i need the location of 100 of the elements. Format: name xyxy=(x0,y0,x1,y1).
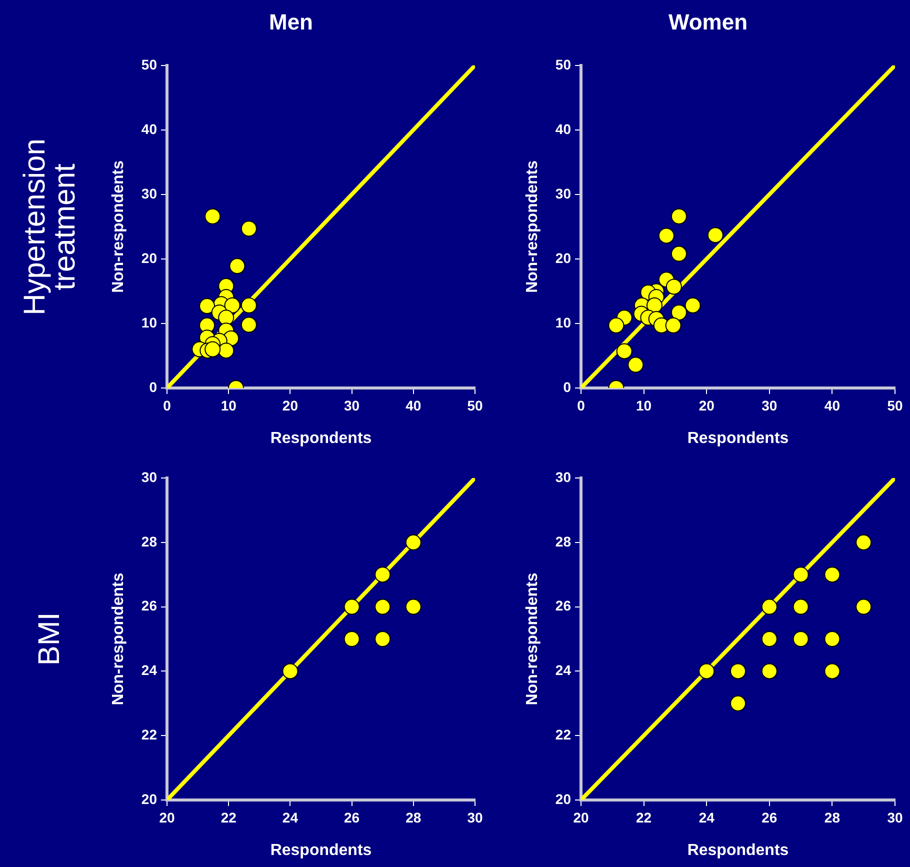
y-tick-label: 20 xyxy=(141,790,158,807)
x-tick-label: 0 xyxy=(577,397,586,414)
point xyxy=(229,258,246,274)
y-tick-label: 26 xyxy=(141,598,158,614)
y-tick-label: 20 xyxy=(555,790,572,807)
chart-title: Women xyxy=(668,9,748,34)
y-tick-label: 24 xyxy=(555,662,572,678)
x-tick-label: 24 xyxy=(698,809,715,826)
x-tick-label: 22 xyxy=(220,809,237,826)
point xyxy=(240,297,257,314)
x-tick-label: 26 xyxy=(344,809,360,826)
point xyxy=(646,297,662,314)
x-tick-label: 50 xyxy=(467,397,483,414)
point xyxy=(616,343,632,360)
x-tick-label: 30 xyxy=(344,397,360,414)
point xyxy=(204,341,221,358)
point xyxy=(670,304,687,321)
y-tick-label: 40 xyxy=(555,120,572,137)
x-tick-label: 30 xyxy=(887,809,903,826)
y-tick-label: 30 xyxy=(555,468,572,485)
x-tick-label: 30 xyxy=(467,809,483,826)
text: Hypertension treatment xyxy=(18,138,82,315)
y-tick-label: 28 xyxy=(141,533,158,550)
point xyxy=(204,208,221,224)
point xyxy=(282,663,298,680)
x-tick-label: 20 xyxy=(698,397,715,414)
x-tick-label: 20 xyxy=(282,397,298,414)
x-tick-label: 10 xyxy=(636,397,652,414)
point xyxy=(707,227,724,244)
point xyxy=(670,246,687,262)
point xyxy=(824,663,840,680)
point xyxy=(792,566,809,583)
point xyxy=(670,208,687,224)
x-tick-label: 40 xyxy=(406,397,422,414)
point xyxy=(792,598,809,615)
point xyxy=(240,220,257,237)
point xyxy=(761,663,778,680)
point xyxy=(344,598,360,615)
y-tick-label: 20 xyxy=(555,250,572,266)
x-tick-label: 28 xyxy=(406,809,422,826)
point xyxy=(628,356,644,373)
point xyxy=(218,342,234,359)
x-tick-label: 30 xyxy=(762,397,778,414)
y-tick-label: 0 xyxy=(563,378,572,395)
y-tick-label: 50 xyxy=(555,56,572,72)
y-tick-label: 10 xyxy=(555,314,572,330)
x-tick-label: 20 xyxy=(573,809,589,826)
y-tick-label: 0 xyxy=(149,378,158,395)
point xyxy=(856,534,872,550)
y-axis-title: Non-respondents xyxy=(524,572,542,706)
point xyxy=(224,297,240,314)
point xyxy=(374,566,391,583)
x-tick-label: 40 xyxy=(824,397,840,414)
point xyxy=(761,598,778,615)
chart-title: Men xyxy=(269,9,313,34)
point xyxy=(608,317,624,334)
point xyxy=(344,631,360,647)
x-tick-label: 22 xyxy=(636,809,652,826)
x-axis-title: Respondents xyxy=(687,842,789,859)
x-tick-label: 0 xyxy=(163,397,172,414)
point xyxy=(761,631,778,647)
point xyxy=(665,317,682,334)
point xyxy=(856,598,872,615)
point xyxy=(666,278,682,295)
point xyxy=(684,297,701,314)
x-tick-label: 26 xyxy=(762,809,778,826)
x-tick-label: 28 xyxy=(824,809,840,826)
y-tick-label: 28 xyxy=(555,533,572,550)
point xyxy=(374,631,391,647)
y-tick-label: 22 xyxy=(141,726,158,742)
x-axis-title: Respondents xyxy=(270,430,372,447)
point xyxy=(405,598,422,615)
point xyxy=(658,228,674,244)
point xyxy=(405,534,422,550)
point xyxy=(730,695,746,712)
x-tick-label: 10 xyxy=(220,397,237,414)
y-tick-label: 50 xyxy=(141,56,158,72)
point xyxy=(199,298,216,314)
y-tick-label: 20 xyxy=(141,250,158,266)
y-tick-label: 30 xyxy=(141,468,158,485)
y-tick-label: 10 xyxy=(141,314,158,330)
y-axis-title: Non-respondents xyxy=(524,160,542,293)
x-axis-title: Respondents xyxy=(687,430,789,447)
point xyxy=(374,598,391,615)
y-tick-label: 22 xyxy=(555,726,572,742)
y-tick-label: 24 xyxy=(141,662,158,678)
y-tick-label: 40 xyxy=(141,120,158,137)
point xyxy=(698,663,715,680)
text: BMI xyxy=(33,611,66,668)
x-tick-label: 50 xyxy=(887,397,903,414)
x-tick-label: 20 xyxy=(159,809,175,826)
y-tick-label: 26 xyxy=(555,598,572,614)
x-tick-label: 24 xyxy=(282,809,298,826)
y-tick-label: 30 xyxy=(141,185,158,202)
y-axis-title: Non-respondents xyxy=(110,160,128,293)
y-tick-label: 30 xyxy=(555,185,572,202)
point xyxy=(824,566,840,583)
point xyxy=(240,316,257,333)
point xyxy=(730,663,746,680)
point xyxy=(218,310,234,326)
